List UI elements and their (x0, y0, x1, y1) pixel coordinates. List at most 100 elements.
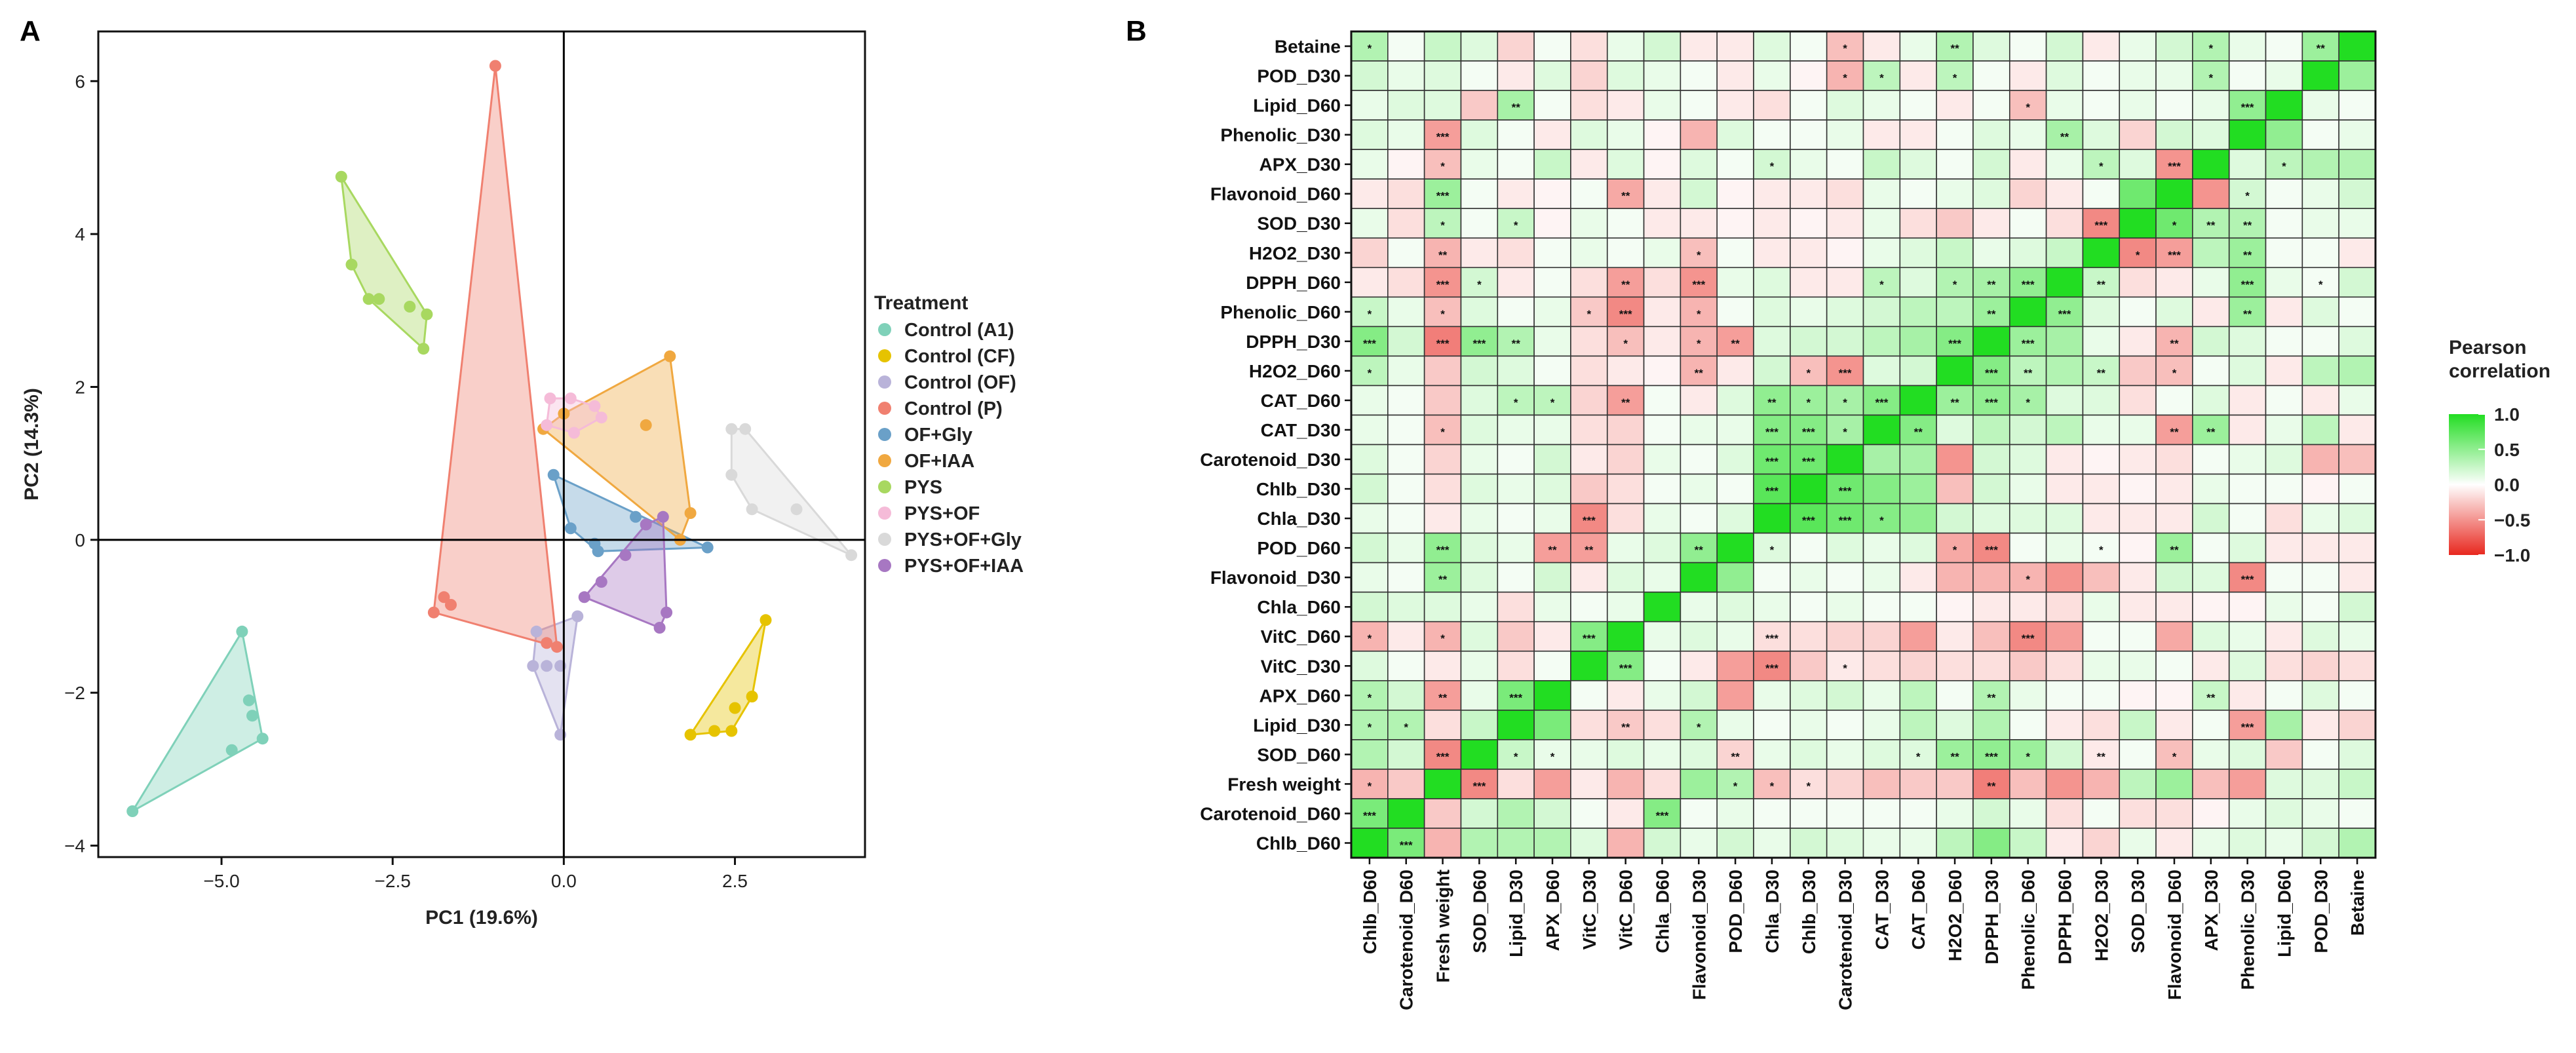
cell-4-16 (1936, 149, 1974, 180)
cell-20-24 (2228, 621, 2267, 652)
cell-26-5 (1533, 798, 1571, 829)
sig-1-13: * (1843, 72, 1847, 85)
cell-8-19 (2045, 267, 2084, 298)
legend-swatch-7 (878, 507, 891, 520)
cell-26-7 (1606, 798, 1645, 829)
cell-8-11 (1753, 267, 1791, 298)
cell-26-10 (1716, 798, 1754, 829)
cell-10-15 (1899, 326, 1937, 357)
sig-14-11: *** (1765, 455, 1778, 468)
cell-3-6 (1570, 119, 1608, 150)
sig-10-16: *** (1948, 337, 1961, 350)
cell-24-1 (1387, 739, 1425, 770)
cell-14-17 (1972, 444, 2010, 475)
point-1-5 (759, 614, 772, 626)
cell-23-19 (2045, 710, 2084, 740)
point-4-3 (592, 545, 604, 558)
cell-3-4 (1497, 119, 1535, 150)
cell-11-9 (1680, 355, 1718, 387)
cell-11-27 (2338, 355, 2376, 387)
cell-21-6 (1570, 650, 1608, 681)
cell-25-20 (2082, 769, 2121, 799)
cell-8-27 (2338, 267, 2376, 298)
cell-19-27 (2338, 591, 2376, 622)
sig-2-18: * (2026, 102, 2030, 114)
cell-13-21 (2119, 414, 2157, 446)
cell-25-24 (2228, 769, 2267, 799)
cell-15-15 (1899, 473, 1937, 505)
sig-9-0: * (1368, 308, 1372, 320)
cell-14-23 (2192, 444, 2230, 475)
cell-15-12 (1790, 473, 1828, 505)
cell-10-20 (2082, 326, 2121, 357)
cell-1-21 (2119, 60, 2157, 91)
sig-23-7: ** (1621, 721, 1630, 733)
cell-19-3 (1460, 591, 1499, 622)
cell-20-25 (2265, 621, 2303, 652)
row-label-14: Carotenoid_D30 (1200, 450, 1341, 470)
cell-14-15 (1899, 444, 1937, 475)
cell-13-19 (2045, 414, 2084, 446)
sig-10-4: ** (1512, 337, 1521, 350)
cell-16-22 (2155, 503, 2193, 534)
legend-swatch-1 (878, 349, 891, 362)
point-7-5 (568, 427, 580, 439)
cell-23-22 (2155, 710, 2193, 740)
cell-7-25 (2265, 237, 2303, 269)
colorbar-ticks: 1.0 0.5 0.0 −0.5 −1.0 (2478, 404, 2530, 565)
cell-0-25 (2265, 31, 2303, 62)
cell-26-15 (1899, 798, 1937, 829)
cell-3-22 (2155, 119, 2193, 150)
sig-6-20: *** (2094, 220, 2107, 232)
cell-7-22 (2155, 237, 2193, 269)
col-label-11: Chla_D30 (1762, 870, 1782, 953)
col-label-7: VitC_D60 (1616, 870, 1636, 949)
cell-19-21 (2119, 591, 2157, 622)
cell-27-12 (1790, 828, 1828, 858)
cell-19-16 (1936, 591, 1974, 622)
cell-13-5 (1533, 414, 1571, 446)
cell-17-0 (1351, 532, 1389, 564)
cell-26-22 (2155, 798, 2193, 829)
cell-6-14 (1862, 208, 1901, 239)
sig-8-7: ** (1621, 278, 1630, 291)
cell-20-10 (1716, 621, 1754, 652)
cell-25-23 (2192, 769, 2230, 799)
cell-9-21 (2119, 296, 2157, 328)
cell-1-3 (1460, 60, 1499, 91)
cell-20-21 (2119, 621, 2157, 652)
point-8-0 (725, 423, 738, 435)
cell-26-4 (1497, 798, 1535, 829)
cell-2-23 (2192, 90, 2230, 121)
cell-27-24 (2228, 828, 2267, 858)
cell-24-16 (1936, 739, 1974, 770)
cell-22-17 (1972, 680, 2010, 711)
cell-2-27 (2338, 90, 2376, 121)
sig-10-22: ** (2170, 337, 2179, 350)
cell-4-11 (1753, 149, 1791, 180)
sig-10-0: *** (1363, 337, 1376, 350)
cell-20-3 (1460, 621, 1499, 652)
cell-25-5 (1533, 769, 1571, 799)
cell-2-5 (1533, 90, 1571, 121)
sig-18-2: ** (1438, 573, 1448, 586)
cell-2-12 (1790, 90, 1828, 121)
col-label-15: CAT_D60 (1908, 870, 1929, 949)
cell-18-20 (2082, 562, 2121, 593)
cell-8-23 (2192, 267, 2230, 298)
pca-points (126, 60, 858, 817)
heatmap-frame (1350, 30, 2377, 859)
cell-17-24 (2228, 532, 2267, 564)
cell-7-10 (1716, 237, 1754, 269)
cell-4-7 (1606, 149, 1645, 180)
cell-20-22 (2155, 621, 2193, 652)
cell-18-16 (1936, 562, 1974, 593)
sig-2-24: *** (2241, 102, 2254, 114)
cell-13-8 (1643, 414, 1682, 446)
row-label-10: DPPH_D30 (1246, 332, 1341, 352)
cell-27-4 (1497, 828, 1535, 858)
cell-1-24 (2228, 60, 2267, 91)
cell-23-20 (2082, 710, 2121, 740)
cell-18-12 (1790, 562, 1828, 593)
sig-22-2: ** (1438, 691, 1448, 704)
